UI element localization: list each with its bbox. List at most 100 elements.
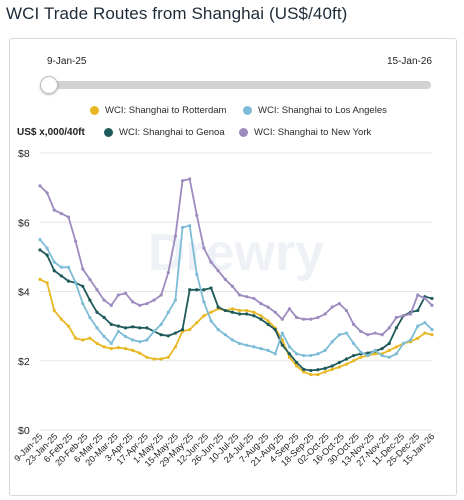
data-point: [152, 329, 156, 333]
data-point: [180, 327, 185, 332]
data-point: [59, 274, 63, 278]
data-point: [280, 343, 284, 347]
data-point: [344, 331, 349, 335]
data-point: [159, 293, 163, 297]
y-tick-label: $8: [18, 148, 30, 160]
data-point: [116, 324, 120, 328]
data-point: [302, 370, 306, 374]
data-point: [359, 350, 363, 354]
data-point: [337, 333, 341, 337]
date-range-slider-handle[interactable]: [40, 76, 58, 94]
legend-label-rotterdam: WCI: Shanghai to Rotterdam: [105, 105, 227, 116]
legend-item-rotterdam[interactable]: WCI: Shanghai to Rotterdam: [90, 105, 226, 116]
data-point: [138, 340, 142, 344]
data-point: [430, 327, 434, 332]
data-point: [188, 177, 192, 181]
data-point: [294, 352, 299, 356]
data-point: [216, 305, 220, 309]
data-point: [330, 340, 334, 344]
data-point: [52, 308, 56, 313]
data-point: [273, 352, 277, 356]
data-point: [352, 341, 356, 346]
data-point: [188, 288, 192, 292]
data-point: [245, 312, 249, 316]
data-point: [359, 329, 363, 333]
data-point: [401, 341, 406, 346]
data-point: [223, 308, 227, 313]
data-point: [59, 317, 63, 321]
data-point: [95, 310, 99, 314]
data-point: [109, 303, 113, 307]
data-point: [316, 368, 320, 372]
data-point: [188, 327, 192, 332]
legend-marker-new-york: [239, 128, 248, 137]
data-point: [180, 225, 185, 230]
data-point: [180, 179, 185, 183]
data-point: [330, 364, 334, 368]
data-point: [302, 353, 306, 358]
data-point: [102, 345, 106, 349]
legend-item-los-angeles[interactable]: WCI: Shanghai to Los Angeles: [243, 105, 387, 116]
data-point: [145, 355, 149, 359]
data-point: [38, 237, 42, 242]
data-point: [309, 368, 313, 373]
chart-legend: WCI: Shanghai to Rotterdam WCI: Shanghai…: [0, 100, 464, 146]
data-point: [266, 319, 270, 323]
data-point: [380, 347, 384, 351]
y-tick-label: $6: [18, 217, 30, 229]
data-point: [109, 322, 113, 326]
data-point: [409, 338, 413, 342]
data-point: [109, 341, 113, 346]
data-point: [309, 317, 313, 321]
legend-item-genoa[interactable]: WCI: Shanghai to Genoa: [104, 127, 225, 138]
data-point: [352, 322, 356, 326]
chart-card: [9, 38, 457, 496]
data-point: [394, 315, 398, 320]
data-point: [280, 331, 284, 335]
data-point: [173, 298, 178, 302]
data-point: [88, 336, 92, 340]
data-point: [387, 341, 391, 346]
data-point: [102, 315, 106, 320]
data-point: [266, 305, 270, 309]
data-point: [430, 333, 434, 337]
data-point: [145, 302, 149, 306]
data-point: [323, 312, 327, 316]
data-point: [287, 345, 292, 349]
data-point: [394, 326, 398, 330]
data-point: [323, 366, 327, 370]
legend-label-los-angeles: WCI: Shanghai to Los Angeles: [258, 105, 387, 116]
data-point: [309, 353, 313, 358]
data-point: [252, 314, 256, 318]
data-point: [294, 315, 299, 320]
data-point: [266, 348, 270, 352]
data-point: [209, 319, 213, 323]
date-range-slider-track[interactable]: [44, 81, 431, 89]
data-point: [95, 341, 99, 346]
data-point: [45, 246, 49, 250]
data-point: [373, 331, 377, 335]
data-point: [423, 296, 427, 301]
data-point: [202, 314, 206, 318]
legend-item-new-york[interactable]: WCI: Shanghai to New York: [239, 127, 371, 138]
data-point: [202, 288, 206, 292]
data-point: [409, 312, 413, 316]
data-point: [88, 315, 92, 320]
data-point: [359, 355, 363, 359]
data-point: [252, 345, 256, 349]
data-point: [330, 305, 334, 309]
data-point: [145, 338, 149, 342]
data-point: [366, 353, 370, 358]
data-point: [223, 333, 227, 337]
data-point: [138, 303, 142, 307]
date-range-labels: 9-Jan-25 15-Jan-26: [10, 56, 440, 70]
data-point: [102, 298, 106, 302]
data-point: [394, 352, 398, 356]
data-point: [259, 317, 263, 321]
data-point: [138, 351, 142, 355]
data-point: [159, 357, 163, 361]
data-point: [430, 296, 434, 301]
legend-label-new-york: WCI: Shanghai to New York: [254, 127, 372, 138]
data-point: [45, 253, 49, 257]
data-point: [173, 345, 178, 349]
